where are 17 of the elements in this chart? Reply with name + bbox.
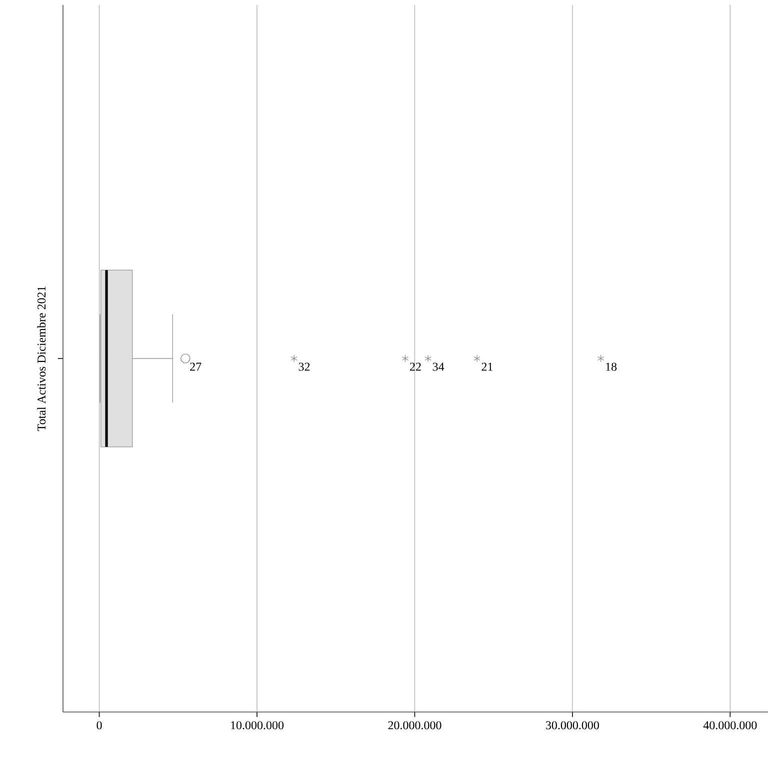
annotation: 27 bbox=[190, 362, 202, 371]
x-tick-label: 10.000.000 bbox=[231, 721, 284, 730]
annotation: 22 bbox=[410, 362, 421, 371]
point bbox=[597, 354, 604, 362]
point bbox=[424, 354, 432, 362]
x-tick-label: 40.000.000 bbox=[703, 721, 757, 730]
annotation: 18 bbox=[606, 362, 617, 371]
annotation: 34 bbox=[432, 362, 444, 371]
x-tick-label: 30.000.000 bbox=[546, 721, 599, 730]
annotation: 32 bbox=[298, 362, 310, 371]
y-axis-title: Total Activos Diciembre 2021 bbox=[37, 286, 46, 432]
point bbox=[290, 354, 298, 362]
point bbox=[474, 354, 480, 362]
point bbox=[402, 354, 409, 362]
annotation: 21 bbox=[482, 362, 492, 371]
x-tick-label: 20.000.000 bbox=[388, 721, 442, 730]
x-tick-label: 0 bbox=[96, 721, 102, 730]
